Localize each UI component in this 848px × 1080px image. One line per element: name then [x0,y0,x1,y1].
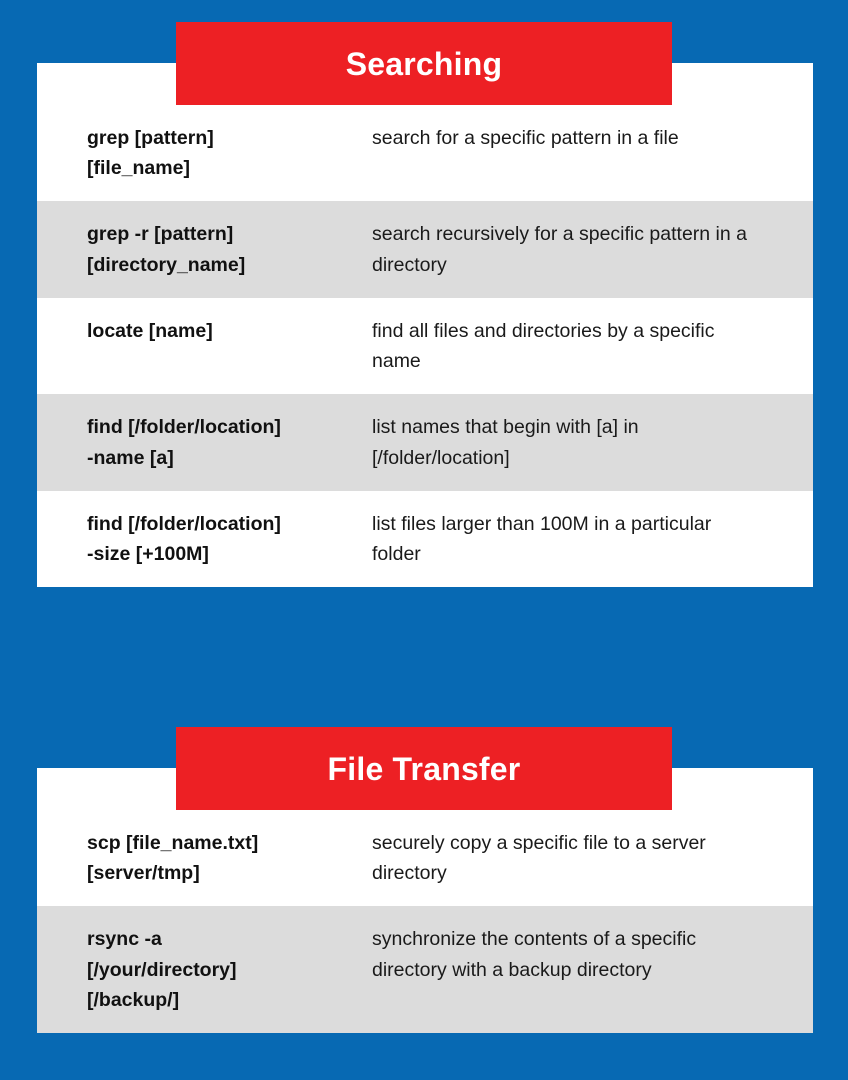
table-row: find [/folder/location] -size [+100M] li… [37,490,813,588]
description-cell: find all files and directories by a spec… [372,319,715,373]
table-row: find [/folder/location] -name [a] list n… [37,394,813,491]
card-header-searching: Searching [176,22,672,105]
description-cell: list files larger than 100M in a particu… [372,512,712,565]
description-cell: search for a specific pattern in a file [372,127,679,149]
command-cell: rsync -a [/your/directory] [/backup/] [87,928,237,1011]
description-cell: list names that begin with [a] in [/fold… [372,416,639,469]
table-row: grep [pattern] [file_name] search for a … [37,105,813,202]
command-table-file-transfer: scp [file_name.txt] [server/tmp] securel… [37,810,813,1034]
card-title: File Transfer [327,750,521,787]
table-row: scp [file_name.txt] [server/tmp] securel… [37,810,813,907]
command-cell: grep [pattern] [file_name] [87,127,214,180]
card-title: Searching [345,45,503,82]
command-cell: find [/folder/location] -name [a] [87,416,281,469]
command-cell: find [/folder/location] -size [+100M] [87,512,281,565]
card-file-transfer: File Transfer scp [file_name.txt] [serve… [37,727,813,1034]
command-cell: grep -r [pattern] [directory_name] [87,223,246,276]
card-header-file-transfer: File Transfer [176,727,672,810]
description-cell: synchronize the contents of a specific d… [372,928,697,981]
table-row: locate [name] find all files and directo… [37,297,813,395]
table-row: rsync -a [/your/directory] [/backup/] sy… [37,906,813,1034]
command-cell: locate [name] [87,319,213,342]
command-cell: scp [file_name.txt] [server/tmp] [87,832,259,885]
table-row: grep -r [pattern] [directory_name] searc… [37,201,813,298]
description-cell: search recursively for a specific patter… [372,223,747,276]
command-table-searching: grep [pattern] [file_name] search for a … [37,105,813,588]
card-searching: Searching grep [pattern] [file_name] sea… [37,22,813,588]
description-cell: securely copy a specific file to a serve… [372,832,706,885]
